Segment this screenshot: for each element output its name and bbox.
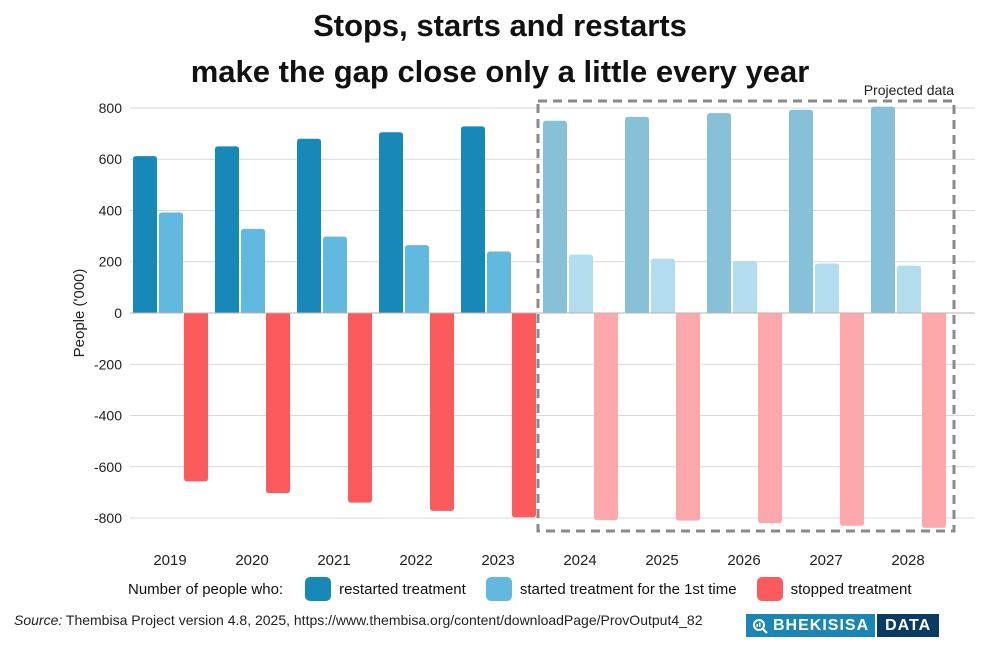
projected-data-box — [536, 99, 956, 533]
bar-started — [323, 236, 347, 313]
bar-stopped — [430, 313, 454, 511]
bar-stopped — [266, 313, 290, 494]
legend-item-restarted: restarted treatment — [305, 577, 466, 601]
legend-swatch-restarted — [305, 577, 332, 601]
bar-stopped — [348, 313, 372, 503]
bar-stopped — [676, 313, 700, 521]
y-tick-label: 0 — [114, 305, 122, 321]
logo-left-text: BHEKISISA — [773, 616, 870, 634]
magnifier-icon — [753, 618, 768, 634]
legend-item-started: started treatment for the 1st time — [485, 577, 737, 601]
bar-started — [159, 212, 183, 313]
y-axis-label: People ('000) — [71, 269, 88, 358]
y-tick-label: 800 — [99, 100, 123, 116]
x-tick-label: 2022 — [399, 552, 432, 569]
y-tick-label: -800 — [94, 510, 122, 526]
x-tick-label: 2028 — [891, 552, 924, 569]
bar-started — [815, 263, 839, 313]
bhekisisa-data-logo: BHEKISISA DATA — [746, 614, 978, 637]
legend-swatch-stopped — [756, 577, 783, 601]
y-tick-label: -400 — [94, 408, 122, 424]
bar-stopped — [840, 313, 864, 526]
x-tick-label: 2023 — [481, 552, 514, 569]
logo-right-text: DATA — [885, 616, 932, 634]
y-tick-label: 400 — [99, 202, 123, 218]
bar-started — [405, 245, 429, 313]
legend-item-stopped: stopped treatment — [756, 577, 912, 601]
bar-restarted — [625, 116, 649, 313]
x-tick-label: 2027 — [809, 552, 842, 569]
bar-started — [897, 265, 921, 313]
logo-right-block: DATA — [877, 614, 940, 637]
bar-restarted — [379, 132, 403, 313]
bar-restarted — [215, 146, 239, 313]
bar-restarted — [461, 126, 485, 313]
bar-restarted — [871, 106, 895, 313]
bar-stopped — [184, 313, 208, 482]
y-tick-label: 600 — [99, 151, 123, 167]
bar-restarted — [707, 113, 731, 313]
bar-restarted — [543, 120, 567, 314]
chart-title-line-1: Stops, starts and restarts — [313, 8, 687, 43]
projected-data-label: Projected data — [864, 82, 954, 98]
bar-started — [487, 251, 511, 313]
bar-started — [569, 254, 593, 313]
bar-started — [241, 228, 265, 313]
bar-started — [651, 258, 675, 313]
source-note: Source: Thembisa Project version 4.8, 20… — [14, 612, 702, 628]
x-tick-label: 2019 — [153, 552, 186, 569]
legend-label-stopped: stopped treatment — [790, 580, 912, 598]
bar-started — [733, 260, 757, 313]
bar-stopped — [758, 313, 782, 524]
bar-restarted — [297, 138, 321, 313]
x-tick-label: 2024 — [563, 552, 596, 569]
x-tick-label: 2026 — [727, 552, 760, 569]
x-tick-label: 2025 — [645, 552, 678, 569]
x-tick-label: 2021 — [317, 552, 350, 569]
source-prefix: Source: — [14, 612, 63, 628]
bar-stopped — [512, 313, 536, 518]
bar-restarted — [789, 109, 813, 314]
legend-label-restarted: restarted treatment — [339, 580, 466, 598]
source-text: Thembisa Project version 4.8, 2025, http… — [62, 612, 703, 628]
bar-restarted — [133, 156, 157, 313]
y-tick-label: -600 — [94, 459, 122, 475]
x-tick-label: 2020 — [235, 552, 268, 569]
y-tick-label: 200 — [99, 254, 123, 270]
chart-title-line-2: make the gap close only a little every y… — [190, 54, 810, 89]
logo-left-block: BHEKISISA — [746, 614, 876, 637]
bar-stopped — [922, 313, 946, 528]
legend-swatch-started — [485, 577, 512, 601]
legend: Number of people who: restarted treatmen… — [128, 576, 932, 602]
bar-stopped — [594, 313, 618, 521]
legend-intro: Number of people who: — [128, 580, 284, 598]
y-tick-label: -200 — [94, 356, 122, 372]
legend-label-started: started treatment for the 1st time — [519, 580, 737, 598]
